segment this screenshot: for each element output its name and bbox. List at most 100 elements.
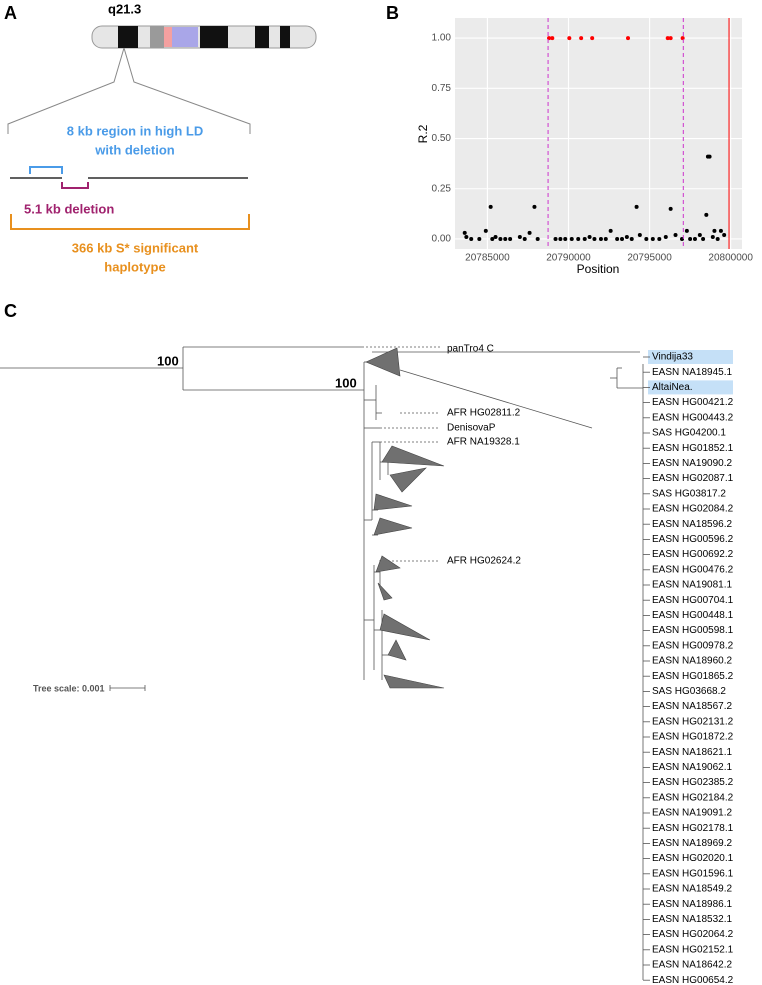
point bbox=[558, 236, 563, 241]
point bbox=[634, 204, 639, 209]
point bbox=[579, 36, 584, 41]
leaf-label: EASN NA18969.2 bbox=[652, 838, 732, 849]
panel-label: A bbox=[4, 3, 17, 23]
deletion-bracket bbox=[61, 182, 89, 189]
leaf-label: EASN HG00596.2 bbox=[652, 534, 734, 545]
point bbox=[644, 236, 649, 241]
leaf-label: EASN HG00448.1 bbox=[652, 610, 734, 621]
point bbox=[508, 236, 513, 241]
point bbox=[488, 204, 493, 209]
point bbox=[503, 236, 508, 241]
panel-label: C bbox=[4, 301, 17, 321]
highlight bbox=[648, 350, 733, 364]
centromere bbox=[164, 27, 172, 47]
leaf-label: AltaiNea. bbox=[652, 382, 693, 393]
tree-label: DenisovaP bbox=[447, 423, 496, 434]
y-tick-label: 0.50 bbox=[432, 133, 452, 144]
point bbox=[498, 236, 503, 241]
zoom-lines bbox=[7, 47, 251, 134]
leaf-label: Vindija33 bbox=[652, 352, 693, 363]
x-tick-label: 20795000 bbox=[627, 253, 672, 264]
scale-label: Tree scale: 0.001 bbox=[33, 683, 105, 693]
y-axis-title: R.2 bbox=[416, 124, 430, 143]
plot-background bbox=[455, 18, 742, 249]
bootstrap-label: 100 bbox=[157, 353, 179, 368]
point bbox=[680, 36, 685, 41]
point bbox=[624, 234, 629, 239]
point bbox=[684, 228, 689, 233]
band bbox=[150, 26, 164, 48]
scatter-chart: 0.00 0.25 0.50 0.75 1.00 20785000 20790000 2079… bbox=[432, 18, 753, 264]
point bbox=[626, 36, 631, 41]
x-tick-label: 20790000 bbox=[546, 253, 591, 264]
leaf-label: EASN HG00654.2 bbox=[652, 975, 734, 985]
leaf-label: EASN NA18945.1 bbox=[652, 367, 732, 378]
leaf-label: EASN HG00421.2 bbox=[652, 397, 734, 408]
band-label: q21.3 bbox=[108, 1, 141, 16]
leaf-label: EASN NA18532.1 bbox=[652, 914, 732, 925]
leaf-label: EASN NA18549.2 bbox=[652, 884, 732, 895]
leaf-label: EASN HG00598.1 bbox=[652, 625, 734, 636]
ld-label: 8 kb region in high LD bbox=[67, 123, 204, 138]
point bbox=[718, 228, 723, 233]
leaf-label: EASN NA18621.1 bbox=[652, 747, 732, 758]
point bbox=[697, 232, 702, 237]
leaf-label: EASN NA19091.2 bbox=[652, 808, 732, 819]
point bbox=[657, 236, 662, 241]
point bbox=[576, 236, 581, 241]
band bbox=[118, 26, 138, 48]
leaf-label: EASN HG02178.1 bbox=[652, 823, 734, 834]
leaf-label: EASN HG00704.1 bbox=[652, 595, 734, 606]
leaf-label: EASN HG01872.2 bbox=[652, 732, 734, 743]
leaf-label: EASN NA18960.2 bbox=[652, 656, 732, 667]
haplotype-label: 366 kb S* significant bbox=[72, 240, 199, 255]
point bbox=[517, 234, 522, 239]
point bbox=[553, 236, 558, 241]
leaf-label: EASN HG02184.2 bbox=[652, 792, 734, 803]
clade-list: Vindija33 EASN NA18945.1 AltaiNea. EASN HG0… bbox=[643, 350, 734, 985]
x-tick-label: 20785000 bbox=[465, 253, 510, 264]
leaf-label: EASN HG01596.1 bbox=[652, 868, 734, 879]
point bbox=[532, 204, 537, 209]
point bbox=[668, 36, 673, 41]
point bbox=[715, 236, 720, 241]
point bbox=[668, 206, 673, 211]
band bbox=[200, 26, 228, 48]
point bbox=[582, 236, 587, 241]
leaf-label: EASN HG02087.1 bbox=[652, 473, 734, 484]
x-tick-label: 20800000 bbox=[708, 253, 753, 264]
point bbox=[462, 230, 467, 235]
point bbox=[620, 236, 625, 241]
leaf-label: EASN HG01865.2 bbox=[652, 671, 734, 682]
leaf-label: EASN HG00476.2 bbox=[652, 564, 734, 575]
point bbox=[637, 232, 642, 237]
point bbox=[710, 234, 715, 239]
point bbox=[535, 236, 540, 241]
leaf-label: EASN NA18567.2 bbox=[652, 701, 732, 712]
haplotype-label: haplotype bbox=[104, 259, 165, 274]
point bbox=[712, 228, 717, 233]
deletion-label: 5.1 kb deletion bbox=[24, 201, 114, 216]
highlight bbox=[648, 380, 733, 395]
tree-label: AFR HG02624.2 bbox=[447, 556, 521, 567]
point bbox=[608, 228, 613, 233]
point bbox=[587, 234, 592, 239]
point bbox=[550, 36, 555, 41]
x-axis-title: Position bbox=[577, 262, 620, 276]
point bbox=[688, 236, 693, 241]
leaf-label: EASN HG02131.2 bbox=[652, 716, 734, 727]
band bbox=[255, 26, 269, 48]
point bbox=[493, 234, 498, 239]
tree-label: AFR HG02811.2 bbox=[447, 408, 521, 419]
point bbox=[567, 36, 572, 41]
point bbox=[722, 232, 727, 237]
point bbox=[563, 236, 568, 241]
ld-bracket bbox=[29, 166, 63, 174]
point bbox=[673, 232, 678, 237]
y-tick-label: 0.25 bbox=[432, 183, 452, 194]
point bbox=[692, 236, 697, 241]
leaf-label: EASN HG02084.2 bbox=[652, 504, 734, 515]
leaf-label: EASN NA19081.1 bbox=[652, 580, 732, 591]
leaf-label: EASN NA18986.1 bbox=[652, 899, 732, 910]
